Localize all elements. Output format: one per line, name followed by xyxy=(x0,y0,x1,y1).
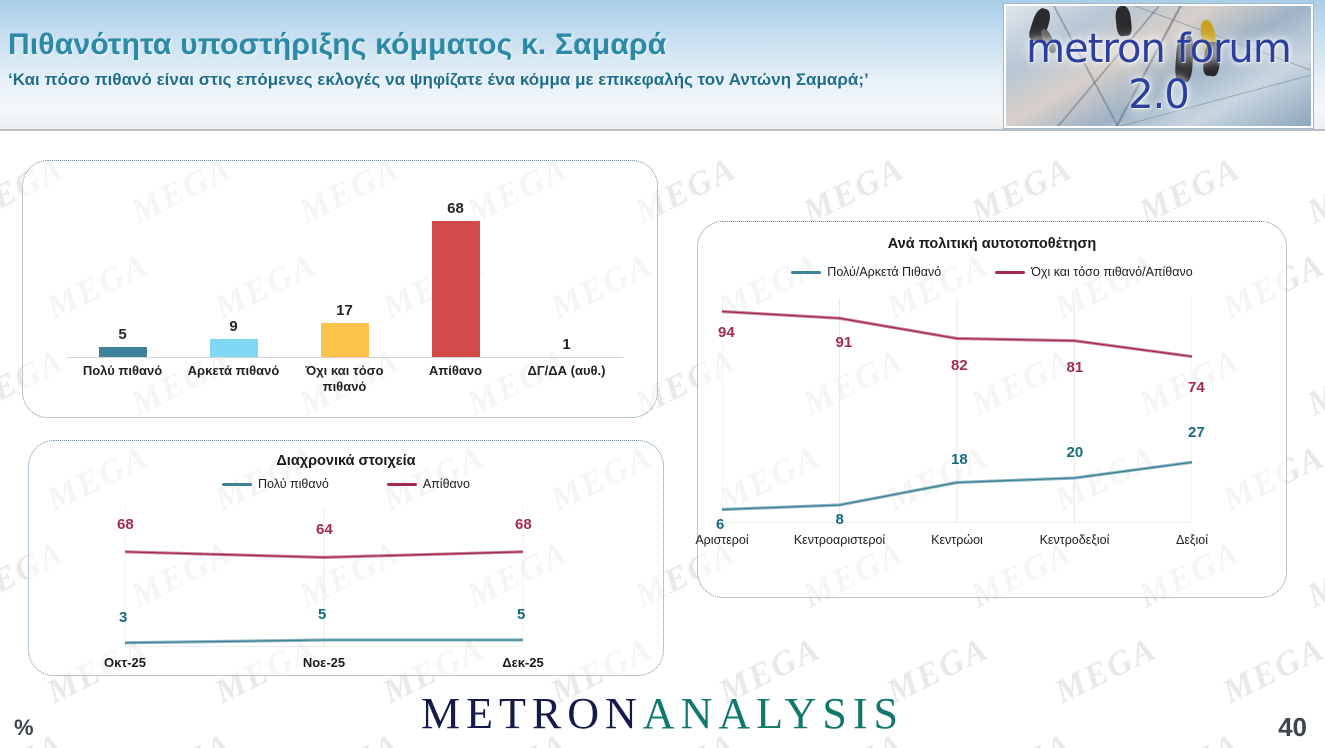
watermark-text: MEGA xyxy=(1133,150,1247,231)
x-axis-label: Δεκ-25 xyxy=(502,655,544,670)
legend-label: Απίθανο xyxy=(422,477,470,491)
legend-item: Απίθανο xyxy=(386,477,470,491)
political-chart-title: Ανά πολιτική αυτοτοποθέτηση xyxy=(887,236,1097,252)
data-point-label: 8 xyxy=(835,511,844,528)
trend-chart-plot-area: 3 5 5 68 64 68 Οκτ-25 Νοε-25 Δεκ-25 xyxy=(104,507,703,670)
data-point-label: 81 xyxy=(1066,358,1084,376)
bar-column: 5 xyxy=(67,326,178,357)
metron-forum-logo: metron forum 2.0 xyxy=(1004,4,1313,128)
page-subtitle: ‘Και πόσο πιθανό είναι στις επόμενες εκλ… xyxy=(8,70,869,89)
bar-value-label: 17 xyxy=(336,302,353,319)
data-point-label: 5 xyxy=(318,606,327,623)
brand-metron: METRON xyxy=(421,689,643,738)
line-series xyxy=(722,461,1192,511)
bar xyxy=(320,323,369,357)
line-chart-svg xyxy=(125,507,523,647)
data-point-label: 64 xyxy=(316,521,333,539)
political-chart-legend: Πολύ/Αρκετά Πιθανό Όχι και τόσο πιθανό/Απ… xyxy=(698,265,1286,279)
slide-header: Πιθανότητα υποστήριξης κόμματος κ. Σαμαρ… xyxy=(0,0,1325,131)
legend-item: Όχι και τόσο πιθανό/Απίθανο xyxy=(995,265,1193,279)
legend-item: Πολύ/Αρκετά Πιθανό xyxy=(791,265,941,279)
page-title: Πιθανότητα υποστήριξης κόμματος κ. Σαμαρ… xyxy=(8,28,667,61)
bar-category-label: Πολύ πιθανό xyxy=(82,363,163,378)
percent-unit-label: % xyxy=(14,715,34,740)
line-series xyxy=(125,551,523,559)
watermark-text: MEGA xyxy=(797,150,911,231)
data-point-label: 3 xyxy=(119,608,128,626)
x-axis-label: Οκτ-25 xyxy=(104,655,146,670)
bar-value-label: 9 xyxy=(229,318,238,335)
metron-analysis-footer-logo: METRONANALYSIS xyxy=(0,688,1325,739)
line-series xyxy=(125,639,523,644)
logo-wordmark: metron forum 2.0 xyxy=(1026,26,1292,118)
legend-label: Πολύ/Αρκετά Πιθανό xyxy=(827,265,942,279)
x-axis-label: Νοε-25 xyxy=(302,655,346,670)
legend-swatch xyxy=(995,270,1026,274)
brand-analysis: ANALYSIS xyxy=(642,689,904,738)
data-point-label: 18 xyxy=(951,450,968,468)
legend-swatch xyxy=(386,482,417,486)
watermark-text: MEGA xyxy=(1301,534,1325,615)
watermark-text: MEGA xyxy=(1301,342,1325,423)
x-axis-label: Αριστεροί xyxy=(695,533,749,547)
bar-column: 1 xyxy=(511,336,622,357)
bar-category-label: Όχι και τόσο πιθανό xyxy=(305,363,384,395)
bar xyxy=(209,339,258,357)
bar-column: 17 xyxy=(289,302,400,357)
bar-category-label: Απίθανο xyxy=(428,363,483,378)
data-point-label: 6 xyxy=(716,515,725,533)
data-point-label: 82 xyxy=(951,356,968,374)
page-number: 40 xyxy=(1278,712,1307,742)
bar-column: 68 xyxy=(400,200,511,357)
bar-chart-plot-area: 5 9 17 68 1 xyxy=(67,197,623,357)
data-point-label: 5 xyxy=(517,606,526,623)
data-point-label: 68 xyxy=(515,515,532,533)
legend-label: Όχι και τόσο πιθανό/Απίθανο xyxy=(1031,265,1193,279)
bar-chart-card: 5 9 17 68 1 Πολύ πιθανό Αρκετά πιθανό Όχι και … xyxy=(22,160,658,418)
legend-item: Πολύ πιθανό xyxy=(222,477,329,491)
x-axis-label: Κεντροδεξιοί xyxy=(1039,533,1110,547)
data-point-label: 91 xyxy=(835,334,853,352)
bar xyxy=(431,221,480,357)
bar-category-label: Αρκετά πιθανό xyxy=(187,363,280,378)
bar-category-label: ΔΓ/ΔΑ (αυθ.) xyxy=(527,363,606,378)
political-chart-card: Ανά πολιτική αυτοτοποθέτηση Πολύ/Αρκετά … xyxy=(695,221,1287,598)
political-chart-plot-area: 6 8 18 20 27 94 91 82 81 74 Αριστεροί Κεντροαριστερ… xyxy=(695,298,1270,547)
trend-chart-card: Διαχρονικά στοιχεία Πολύ πιθανό Απίθανο 3… xyxy=(28,440,664,676)
data-point-label: 27 xyxy=(1188,424,1205,442)
bar-value-label: 1 xyxy=(562,336,571,353)
logo-photo xyxy=(1006,6,1311,126)
data-point-label: 94 xyxy=(718,323,735,341)
x-axis-label: Κεντροαριστεροί xyxy=(793,533,886,547)
data-point-label: 20 xyxy=(1066,444,1084,461)
legend-label: Πολύ πιθανό xyxy=(258,477,329,491)
bar-value-label: 5 xyxy=(118,326,127,343)
trend-chart-legend: Πολύ πιθανό Απίθανο xyxy=(29,477,663,491)
x-axis-label: Κεντρώοι xyxy=(931,533,983,547)
bar-value-label: 68 xyxy=(447,200,464,217)
x-axis-label: Δεξιοί xyxy=(1175,533,1209,547)
bar-chart-axis xyxy=(67,357,623,358)
data-point-label: 74 xyxy=(1188,378,1205,396)
line-series xyxy=(722,310,1192,358)
bar-chart: 5 9 17 68 1 Πολύ πιθανό Αρκετά πιθανό Όχι και … xyxy=(67,197,623,395)
legend-swatch xyxy=(222,482,253,486)
bar-column: 9 xyxy=(178,318,289,357)
bar xyxy=(98,347,147,357)
line-chart-svg xyxy=(722,298,1192,523)
watermark-text: MEGA xyxy=(965,150,1079,231)
data-point-label: 68 xyxy=(117,515,134,533)
legend-swatch xyxy=(791,270,822,274)
trend-chart-title: Διαχρονικά στοιχεία xyxy=(276,453,416,469)
watermark-text: MEGA xyxy=(1301,150,1325,231)
